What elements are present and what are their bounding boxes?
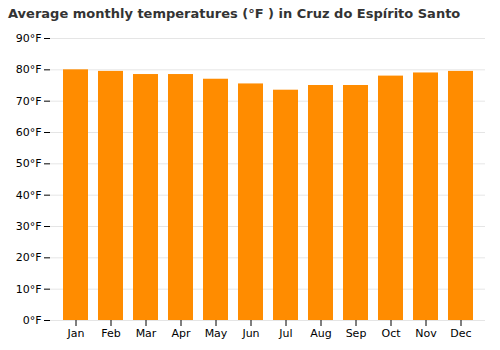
svg-text:20°F: 20°F — [16, 251, 42, 264]
svg-text:90°F: 90°F — [16, 32, 42, 45]
svg-text:40°F: 40°F — [16, 189, 42, 202]
svg-text:0°F: 0°F — [23, 314, 42, 327]
svg-text:80°F: 80°F — [16, 63, 42, 76]
svg-text:Sep: Sep — [346, 327, 367, 340]
svg-text:Jan: Jan — [67, 327, 85, 340]
svg-text:May: May — [205, 327, 228, 340]
svg-text:10°F: 10°F — [16, 283, 42, 296]
html-text:Average monthly temperatures (: Average monthly temperatures (°F ) in Cr… — [8, 6, 461, 21]
svg-text:Apr: Apr — [171, 327, 191, 340]
svg-text:Aug: Aug — [310, 327, 331, 340]
svg-text:Jul: Jul — [278, 327, 292, 340]
svg-text:Feb: Feb — [101, 327, 120, 340]
svg-text:Oct: Oct — [381, 327, 401, 340]
svg-text:Jun: Jun — [241, 327, 259, 340]
svg-text:Dec: Dec — [450, 327, 471, 340]
svg-text:70°F: 70°F — [16, 95, 42, 108]
svg-text:50°F: 50°F — [16, 157, 42, 170]
svg-text:30°F: 30°F — [16, 220, 42, 233]
svg-text:Mar: Mar — [136, 327, 157, 340]
svg-text:60°F: 60°F — [16, 126, 42, 139]
svg-text:Nov: Nov — [415, 327, 437, 340]
